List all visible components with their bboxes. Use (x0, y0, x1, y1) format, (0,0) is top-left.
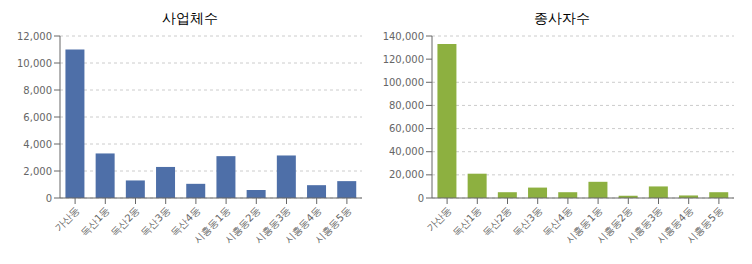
svg-text:독산1동: 독산1동 (450, 205, 483, 238)
svg-text:독산3동: 독산3동 (511, 205, 544, 238)
html-text:사업체수: 사업체수 (162, 10, 218, 26)
svg-text:시흥동1동: 시흥동1동 (564, 204, 605, 246)
svg-text:독산4동: 독산4동 (540, 204, 575, 239)
svg-text:시흥동2동: 시흥동2동 (594, 204, 635, 246)
svg-text:4,000: 4,000 (23, 139, 52, 150)
svg-text:0: 0 (46, 193, 52, 204)
svg-text:6,000: 6,000 (23, 112, 52, 123)
svg-text:시흥동3동: 시흥동3동 (252, 204, 293, 246)
svg-text:시흥동4동: 시흥동4동 (654, 204, 696, 246)
html-text:종사자수: 종사자수 (534, 10, 590, 26)
svg-text:시흥동5동: 시흥동5동 (313, 205, 354, 246)
svg-text:시흥동5동: 시흥동5동 (685, 205, 726, 246)
svg-text:독산2동: 독산2동 (108, 205, 141, 238)
svg-text:독산4동: 독산4동 (168, 204, 203, 239)
svg-text:60,000: 60,000 (389, 123, 424, 134)
svg-text:8,000: 8,000 (23, 85, 52, 96)
svg-text:가산동: 가산동 (53, 205, 82, 234)
svg-text:120,000: 120,000 (383, 54, 424, 65)
svg-text:가산동: 가산동 (425, 205, 454, 234)
svg-text:100,000: 100,000 (383, 77, 424, 88)
svg-text:0: 0 (418, 193, 424, 204)
svg-text:독산1동: 독산1동 (78, 205, 111, 238)
svg-text:12,000: 12,000 (17, 31, 52, 42)
svg-text:시흥동2동: 시흥동2동 (222, 204, 263, 246)
svg-text:140,000: 140,000 (383, 31, 424, 42)
svg-text:독산2동: 독산2동 (480, 205, 513, 238)
svg-text:시흥동3동: 시흥동3동 (624, 204, 665, 246)
svg-text:20,000: 20,000 (389, 169, 424, 180)
svg-text:10,000: 10,000 (17, 58, 52, 69)
svg-text:시흥동1동: 시흥동1동 (192, 204, 233, 246)
svg-text:시흥동4동: 시흥동4동 (282, 204, 324, 246)
svg-text:2,000: 2,000 (23, 166, 52, 177)
svg-text:40,000: 40,000 (389, 146, 424, 157)
svg-text:80,000: 80,000 (389, 100, 424, 111)
svg-text:독산3동: 독산3동 (139, 205, 172, 238)
